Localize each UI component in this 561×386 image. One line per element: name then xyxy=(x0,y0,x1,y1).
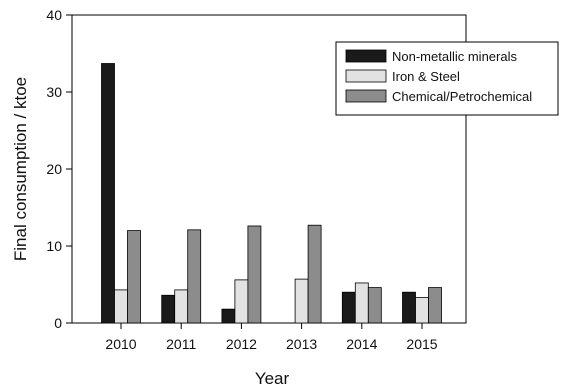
bar-non-metallic-minerals-2014 xyxy=(341,291,356,324)
legend-swatch xyxy=(345,69,387,83)
y-tick-label: 30 xyxy=(46,84,62,100)
legend-swatch xyxy=(345,89,387,103)
x-tick-label: 2014 xyxy=(346,336,377,352)
legend-label: Iron & Steel xyxy=(392,69,460,84)
bar-non-metallic-minerals-2010 xyxy=(101,63,115,324)
y-axis-title: Final consumption / ktoe xyxy=(11,77,30,261)
y-tick-label: 0 xyxy=(54,315,62,331)
bar-chemical-petrochemical-2015 xyxy=(428,287,442,324)
x-axis-title: Year xyxy=(255,369,290,386)
x-tick-label: 2012 xyxy=(226,336,257,352)
x-axis: 2010 2011 2012 2013 2014 2015 xyxy=(105,323,438,352)
y-axis: 0 10 20 30 40 xyxy=(46,7,72,331)
bar-iron-steel-2015 xyxy=(415,297,429,324)
legend-label: Chemical/Petrochemical xyxy=(392,89,532,104)
x-tick-label: 2013 xyxy=(286,336,317,352)
bar-non-metallic-minerals-2011 xyxy=(161,294,176,324)
bars xyxy=(101,63,442,324)
bar-chemical-petrochemical-2013 xyxy=(307,224,322,324)
x-tick-label: 2015 xyxy=(406,336,437,352)
bar-iron-steel-2010 xyxy=(114,289,128,324)
bar-chemical-petrochemical-2012 xyxy=(247,225,262,324)
bar-iron-steel-2012 xyxy=(234,279,249,324)
x-tick-label: 2010 xyxy=(105,336,136,352)
legend-swatch xyxy=(345,49,387,63)
y-tick-label: 40 xyxy=(46,7,62,23)
bar-iron-steel-2011 xyxy=(174,289,189,324)
legend-label: Non-metallic minerals xyxy=(392,49,517,64)
bar-iron-steel-2014 xyxy=(354,282,369,324)
y-tick-label: 20 xyxy=(46,161,62,177)
bar-non-metallic-minerals-2015 xyxy=(402,291,416,324)
bar-chemical-petrochemical-2014 xyxy=(367,287,382,324)
bar-non-metallic-minerals-2012 xyxy=(221,308,236,324)
bar-chemical-petrochemical-2010 xyxy=(127,230,141,324)
y-tick-label: 10 xyxy=(46,238,62,254)
bar-iron-steel-2013 xyxy=(294,278,309,324)
x-tick-label: 2011 xyxy=(166,336,196,352)
bar-chemical-petrochemical-2011 xyxy=(187,229,202,324)
legend: Non-metallic minerals Iron & Steel Chemica… xyxy=(335,41,559,116)
